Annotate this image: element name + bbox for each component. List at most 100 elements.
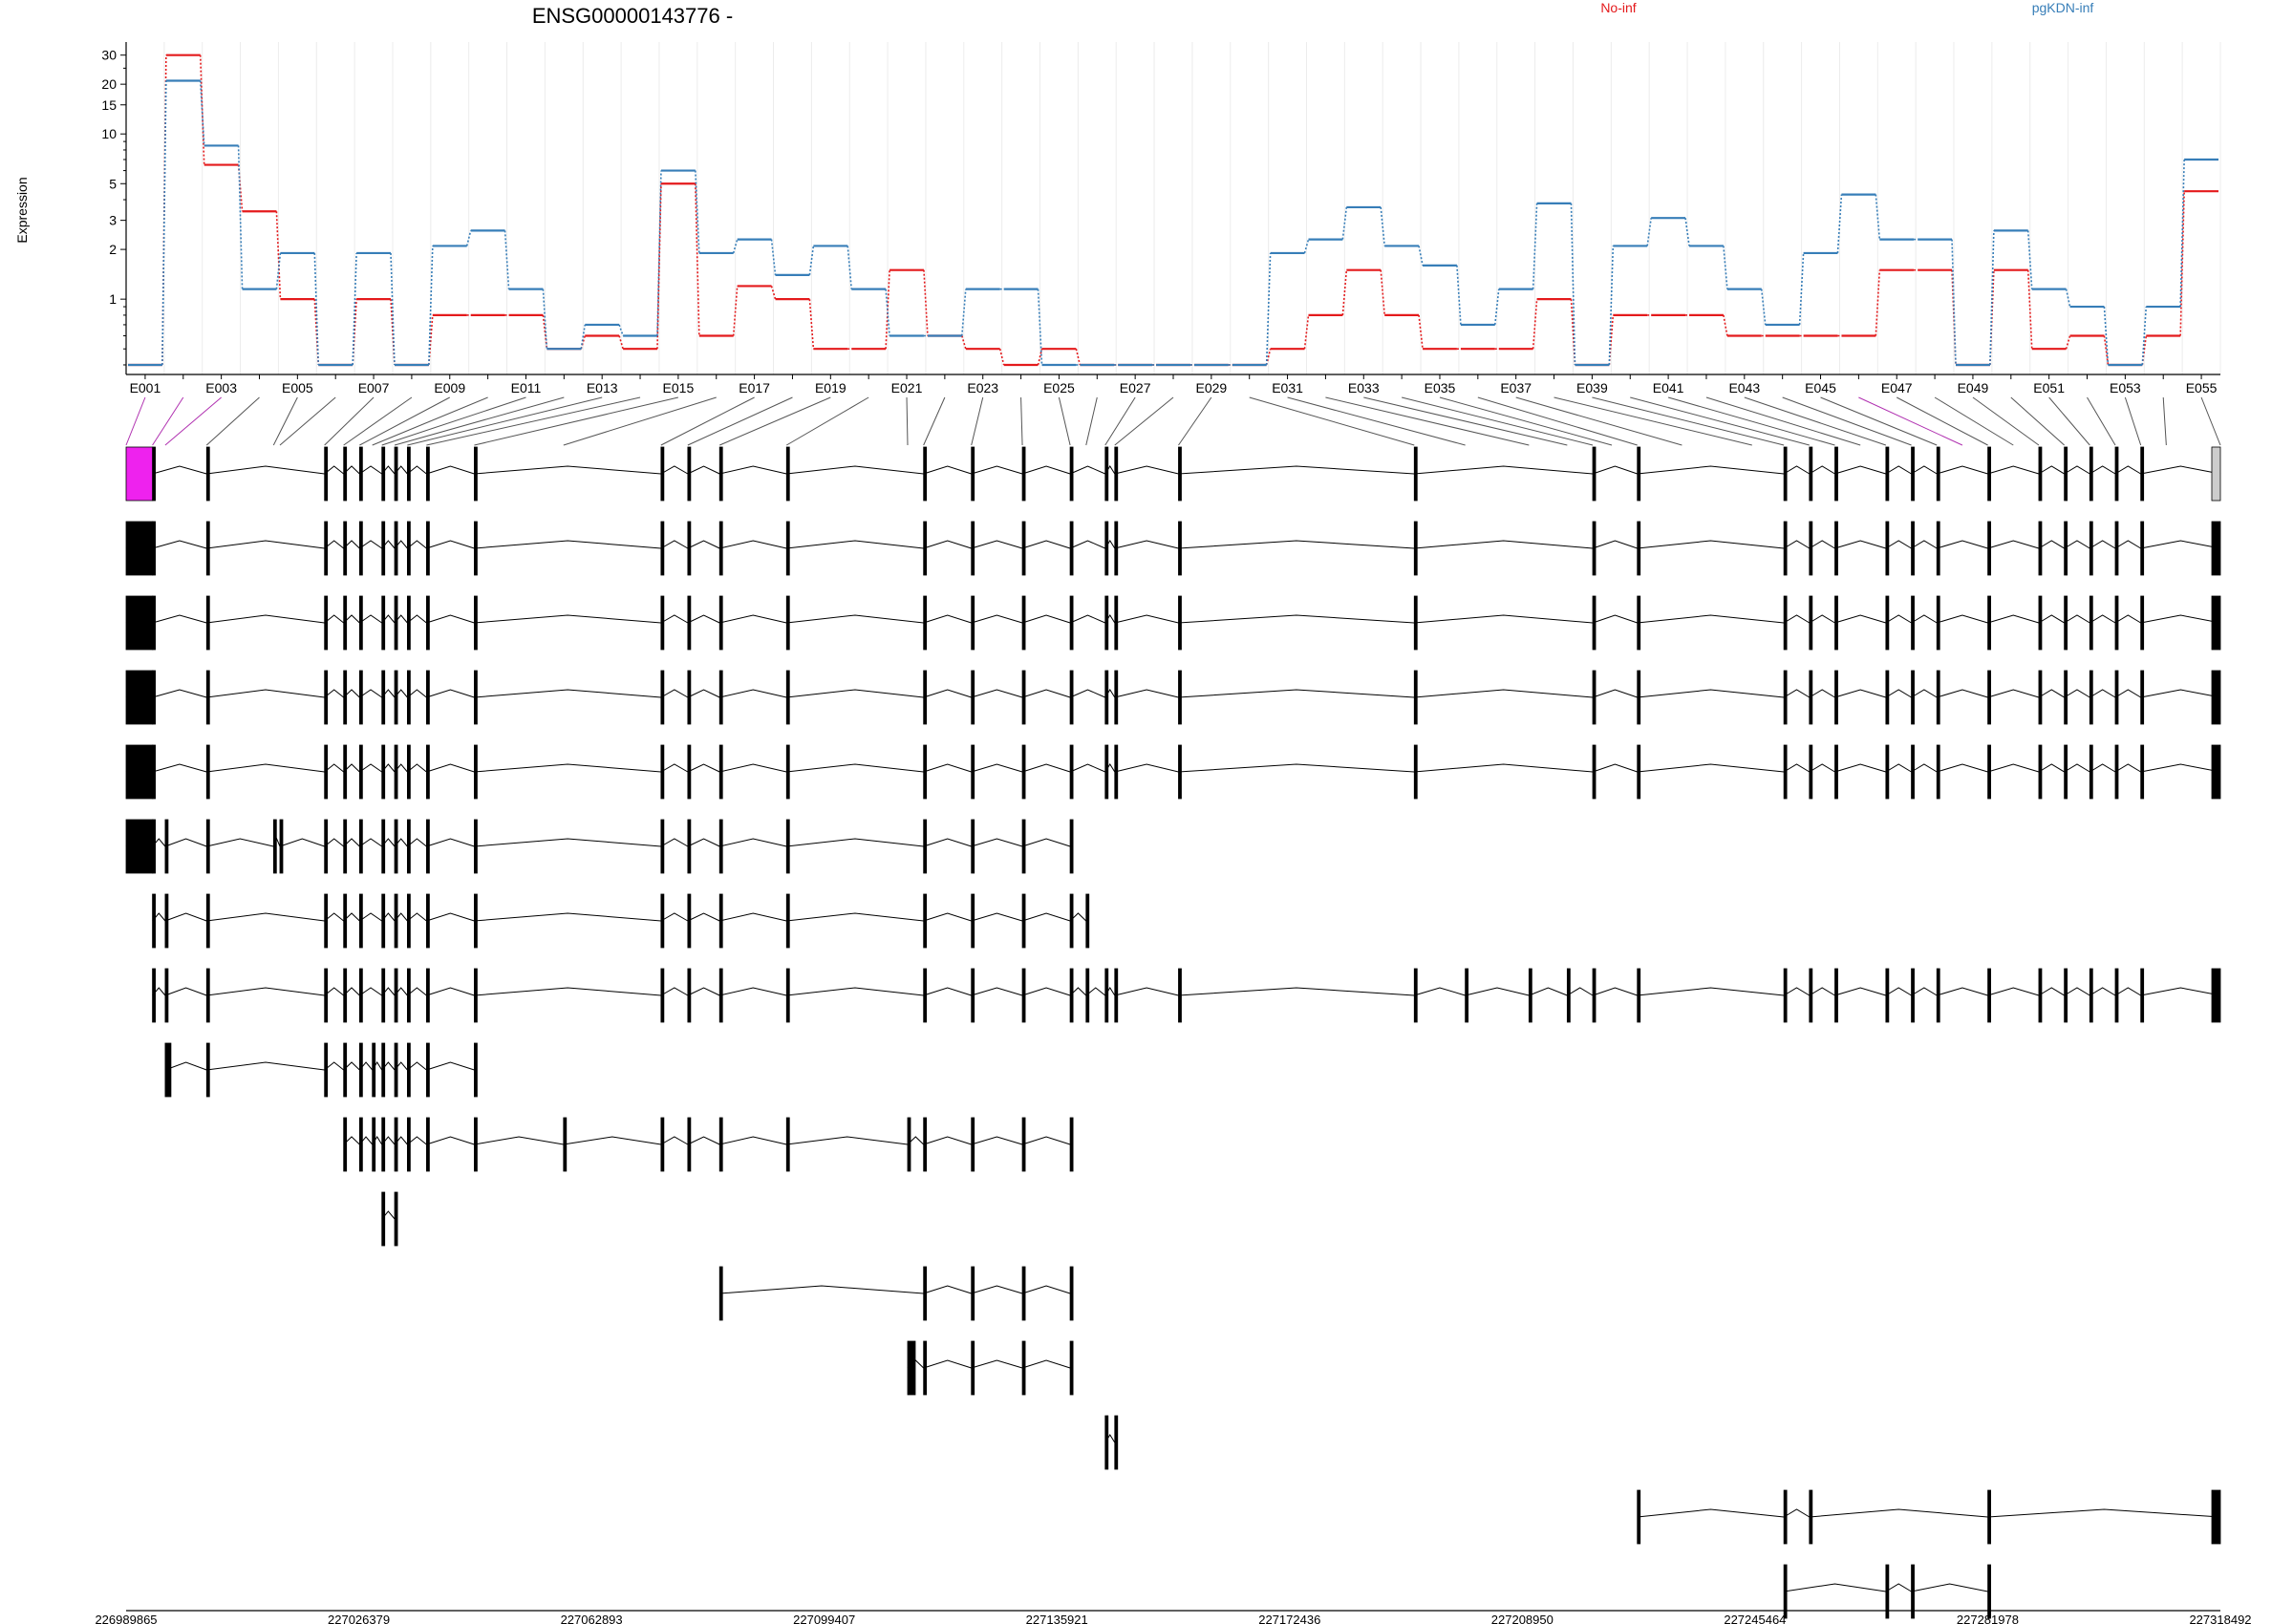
exon-block xyxy=(205,1042,210,1098)
intron xyxy=(971,1285,1023,1294)
intron xyxy=(1592,689,1638,698)
exon-block xyxy=(1069,446,1074,502)
exon-connector xyxy=(719,396,831,446)
intron xyxy=(1987,987,2040,996)
exon-block xyxy=(971,819,975,874)
x-tick-label: E039 xyxy=(1576,380,1608,395)
exon-block xyxy=(381,595,386,651)
intron xyxy=(2038,689,2065,698)
intron xyxy=(1809,763,1835,773)
intron xyxy=(1987,540,2040,549)
intron xyxy=(1834,614,1887,624)
transcript xyxy=(1637,1489,2221,1545)
intron xyxy=(426,689,475,698)
exon-block xyxy=(125,521,154,576)
x-tick-label: E051 xyxy=(2033,380,2065,395)
exon-block xyxy=(1104,670,1109,725)
exon-block xyxy=(2114,446,2119,502)
x-tick-label: E013 xyxy=(587,380,618,395)
exon-connector xyxy=(1705,396,1861,446)
exon-block xyxy=(1809,1489,1813,1545)
exon-block xyxy=(2038,446,2043,502)
intron xyxy=(206,465,325,475)
x-tick-label: E035 xyxy=(1425,380,1456,395)
transcript xyxy=(907,1340,1074,1396)
exon-block xyxy=(2140,670,2145,725)
legend-pgkdn-inf: pgKDN-inf xyxy=(2032,0,2094,15)
series-connector xyxy=(808,246,815,275)
intron xyxy=(1885,1583,1912,1592)
x-tick-label: E019 xyxy=(815,380,846,395)
intron xyxy=(426,540,475,549)
y-tick-label: 2 xyxy=(109,242,117,257)
intron xyxy=(1414,689,1594,698)
intron xyxy=(1414,465,1594,475)
exon-block xyxy=(474,595,478,651)
intron xyxy=(164,838,207,847)
intron xyxy=(2064,689,2090,698)
exon-block xyxy=(343,1117,348,1172)
intron xyxy=(1937,689,1988,698)
intron xyxy=(1021,912,1071,922)
exon-block xyxy=(381,1191,386,1247)
exon-block xyxy=(1114,1415,1119,1470)
intron xyxy=(1783,614,1811,624)
series-connector xyxy=(161,80,167,365)
intron xyxy=(786,912,924,922)
exon-block xyxy=(152,521,156,576)
exon-connector xyxy=(1744,396,1887,446)
exon-block xyxy=(406,1042,411,1098)
intron xyxy=(786,540,924,549)
exon-block xyxy=(2140,968,2145,1023)
intron xyxy=(2038,987,2065,996)
exon-block xyxy=(923,1117,928,1172)
x-tick-label: E031 xyxy=(1272,380,1303,395)
intron xyxy=(719,912,787,922)
genome-coordinate-label: 227318492 xyxy=(2189,1613,2251,1624)
intron xyxy=(206,614,325,624)
exon-block xyxy=(152,819,156,874)
exon-block xyxy=(923,968,928,1023)
exon-block xyxy=(425,521,430,576)
intron xyxy=(923,540,972,549)
intron xyxy=(2089,614,2116,624)
intron xyxy=(1911,1583,1988,1592)
intron xyxy=(2114,689,2141,698)
intron xyxy=(923,987,972,996)
exon-block xyxy=(152,670,156,725)
intron xyxy=(2140,689,2221,698)
exon-block xyxy=(2140,595,2145,651)
exon-block xyxy=(1104,968,1109,1023)
x-tick-label: E001 xyxy=(130,380,161,395)
genome-coordinate-label: 227099407 xyxy=(793,1613,855,1624)
intron xyxy=(786,987,924,996)
exon-connector xyxy=(1477,396,1638,446)
exon-connector xyxy=(1249,396,1415,446)
intron xyxy=(1414,614,1594,624)
intron xyxy=(971,540,1023,549)
intron xyxy=(1809,614,1835,624)
exon-block xyxy=(785,819,790,874)
intron xyxy=(1834,465,1887,475)
exon-block xyxy=(205,521,210,576)
series-connector xyxy=(1951,239,1957,365)
intron xyxy=(687,1136,720,1145)
exon-block xyxy=(394,595,398,651)
genome-coordinate-label: 227062893 xyxy=(561,1613,623,1624)
series-connector xyxy=(695,183,700,336)
exon-block xyxy=(1987,670,1991,725)
exon-block xyxy=(1413,744,1418,800)
exon-block xyxy=(358,446,363,502)
exon-connector xyxy=(426,396,641,446)
intron xyxy=(164,987,207,996)
exon-block xyxy=(343,595,348,651)
exon-block xyxy=(1936,595,1940,651)
intron xyxy=(206,987,325,996)
exon-block xyxy=(1104,521,1109,576)
intron xyxy=(474,987,661,996)
exon-connector xyxy=(1402,396,1594,446)
exon-block xyxy=(1783,968,1788,1023)
exon-block xyxy=(1936,446,1940,502)
transcript xyxy=(125,744,2221,800)
exon-block xyxy=(394,446,398,502)
